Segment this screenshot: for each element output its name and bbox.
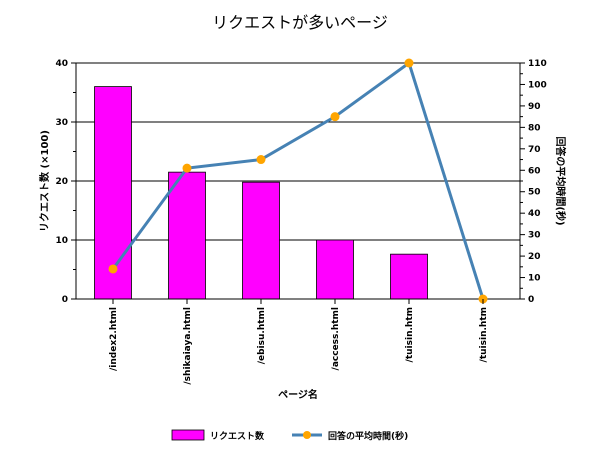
line-marker — [182, 163, 192, 173]
line-marker — [404, 58, 414, 68]
bar — [316, 239, 354, 300]
bar — [390, 253, 428, 300]
bar — [168, 171, 206, 300]
y-right-tick-label: 10 — [528, 274, 541, 284]
y-right-tick-label: 20 — [528, 252, 541, 262]
y-right-tick-label: 40 — [528, 209, 541, 219]
y-right-tick-label: 60 — [528, 166, 541, 176]
x-tick-label: /shikaiaya.html — [183, 307, 193, 385]
x-tick-label: /tuisin.htm — [479, 307, 489, 362]
x-tick-label: /access.html — [331, 307, 341, 370]
y-right-tick-label: 30 — [528, 231, 541, 241]
line-marker — [330, 112, 340, 122]
y-right-tick-label: 100 — [528, 80, 547, 90]
bar — [94, 86, 132, 300]
series-line — [111, 60, 485, 300]
y-left-tick-label: 0 — [62, 295, 68, 305]
y-right-tick-label: 80 — [528, 123, 541, 133]
y-axis-left-label: リクエスト数 (×100) — [38, 130, 51, 232]
y-left-tick-label: 10 — [55, 236, 68, 246]
chart-title: リクエストが多いページ — [212, 13, 388, 32]
x-tick-label: /tuisin.htm — [405, 307, 415, 362]
y-left-tick-label: 20 — [55, 177, 68, 187]
y-right-tick-label: 110 — [528, 59, 547, 69]
y-axis-right-label: 回答の平均時間(秒) — [554, 136, 567, 225]
y-left-tick-label: 30 — [55, 118, 68, 128]
y-right-tick-label: 50 — [528, 188, 541, 198]
y-axis-right: 0 10 20 30 40 50 60 70 80 90 100 110 — [520, 59, 547, 305]
y-right-tick-label: 0 — [528, 295, 534, 305]
bar-series — [94, 86, 428, 300]
x-tick-label: /ebisu.html — [257, 307, 267, 364]
line-series — [108, 58, 488, 304]
legend-label-line: 回答の平均時間(秒) — [328, 430, 408, 442]
y-axis-left: 0 10 20 30 40 — [55, 59, 76, 305]
x-axis: /index2.html/shikaiaya.html/ebisu.html/a… — [109, 299, 489, 385]
y-right-tick-label: 70 — [528, 145, 541, 155]
x-tick-label: /index2.html — [109, 307, 119, 371]
y-left-tick-label: 40 — [55, 59, 68, 69]
bar — [242, 181, 280, 300]
legend: リクエスト数 回答の平均時間(秒) — [171, 429, 408, 442]
line-marker — [108, 264, 118, 274]
line-marker — [256, 155, 266, 165]
legend-swatch-marker — [303, 431, 311, 439]
y-right-tick-label: 90 — [528, 102, 541, 112]
x-axis-label: ページ名 — [278, 388, 318, 401]
legend-swatch-bar — [171, 429, 205, 441]
legend-label-bar: リクエスト数 — [210, 430, 265, 442]
